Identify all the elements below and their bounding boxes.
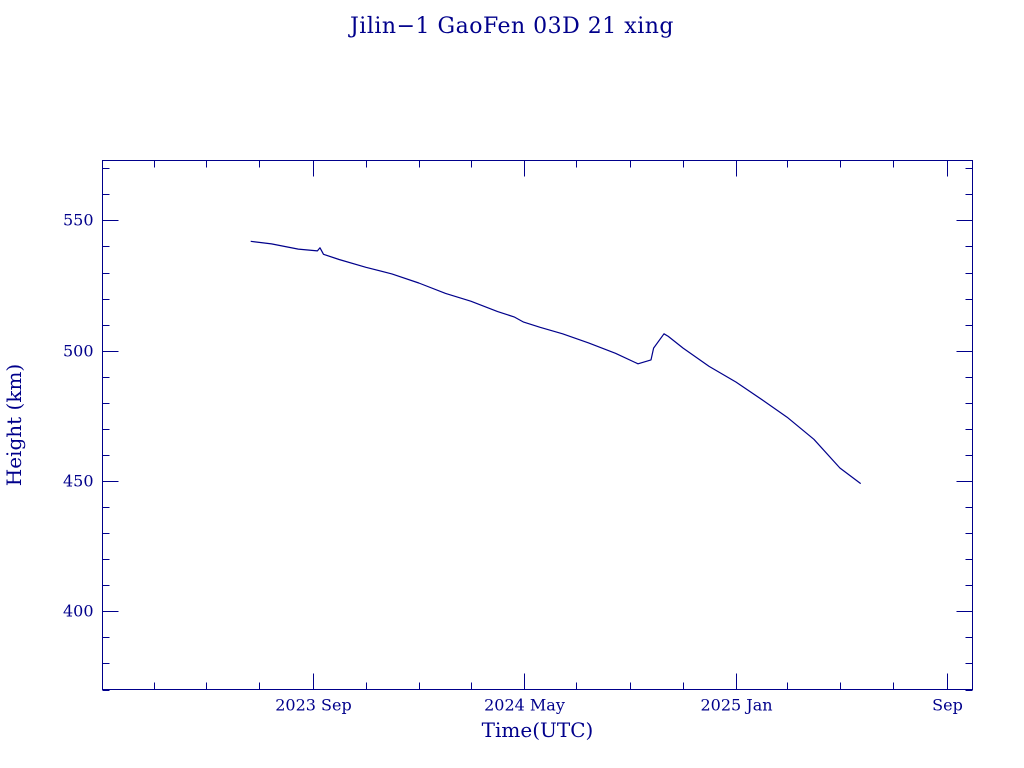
plot-frame [102,160,973,690]
x-tick-label: 2024 May [484,696,565,715]
chart-title: Jilin−1 GaoFen 03D 21 xing [349,14,674,39]
tick-labels: 400 450 500 550 2023 Sep 2024 May 2025 Jan Sep [63,211,963,715]
y-axis-label: Height (km) [2,363,26,487]
x-tick-label: Sep [932,696,963,715]
x-tick-label: 2025 Jan [700,696,772,715]
x-tick-label: 2023 Sep [275,696,351,715]
y-tick-label: 400 [63,602,94,621]
y-tick-label: 500 [63,342,94,361]
axis-ticks [102,160,973,691]
y-tick-label: 550 [63,211,94,230]
x-axis-label: Time(UTC) [481,718,594,742]
series-line-height [250,240,862,485]
y-tick-label: 450 [63,472,94,491]
